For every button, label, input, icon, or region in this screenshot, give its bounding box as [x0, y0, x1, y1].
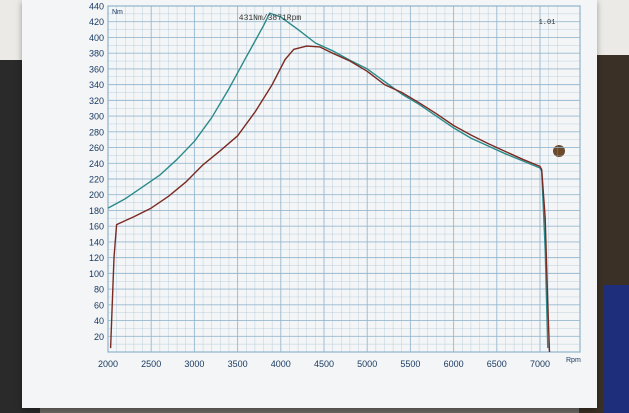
- y-tick-label: 220: [89, 175, 104, 185]
- punch-hole: [553, 145, 565, 157]
- y-tick-label: 420: [89, 17, 104, 27]
- y-tick-label: 320: [89, 96, 104, 106]
- y-tick-label: 200: [89, 190, 104, 200]
- y-tick-label: 240: [89, 159, 104, 169]
- y-tick-label: 40: [94, 316, 104, 326]
- chart-series: [107, 12, 551, 353]
- y-tick-label: 60: [94, 300, 104, 310]
- x-tick-label: 3000: [184, 359, 204, 369]
- chart-axis-labels: 20 40 60 80 100 120 140 160 180 200 220 240 260 280 30…: [89, 2, 550, 370]
- y-tick-label: 140: [89, 237, 104, 247]
- y-tick-label: 380: [89, 49, 104, 59]
- x-axis-unit: Rpm: [566, 357, 581, 364]
- y-tick-label: 260: [89, 143, 104, 153]
- y-tick-label: 440: [89, 2, 104, 12]
- x-tick-label: 6500: [487, 359, 507, 369]
- y-tick-label: 100: [89, 269, 104, 279]
- y-tick-label: 400: [89, 33, 104, 43]
- series-line-1: [107, 12, 549, 349]
- dyno-sheet: [22, 0, 597, 408]
- x-tick-label: 4000: [271, 359, 291, 369]
- x-tick-label: 5500: [400, 359, 420, 369]
- x-tick-label: 2500: [141, 359, 161, 369]
- x-tick-label: 4500: [314, 359, 334, 369]
- x-tick-label: 2000: [98, 359, 118, 369]
- y-tick-label: 160: [89, 222, 104, 232]
- series-line-2: [109, 45, 551, 353]
- y-tick-label: 80: [94, 285, 104, 295]
- y-tick-label: 120: [89, 253, 104, 263]
- x-tick-label: 5000: [357, 359, 377, 369]
- corner-label: 1.01: [539, 19, 556, 27]
- y-tick-label: 340: [89, 80, 104, 90]
- y-axis-unit: Nm: [112, 9, 123, 16]
- chart-grid: [107, 5, 581, 353]
- x-tick-label: 3500: [228, 359, 248, 369]
- y-tick-label: 300: [89, 112, 104, 122]
- x-tick-label: 7000: [530, 359, 550, 369]
- peak-annotation: 431Nm/3871Rpm: [239, 14, 302, 23]
- background-blue-book: [604, 285, 629, 413]
- y-tick-label: 280: [89, 127, 104, 137]
- x-tick-label: 6000: [444, 359, 464, 369]
- y-tick-label: 360: [89, 64, 104, 74]
- y-tick-label: 180: [89, 206, 104, 216]
- y-tick-label: 20: [94, 332, 104, 342]
